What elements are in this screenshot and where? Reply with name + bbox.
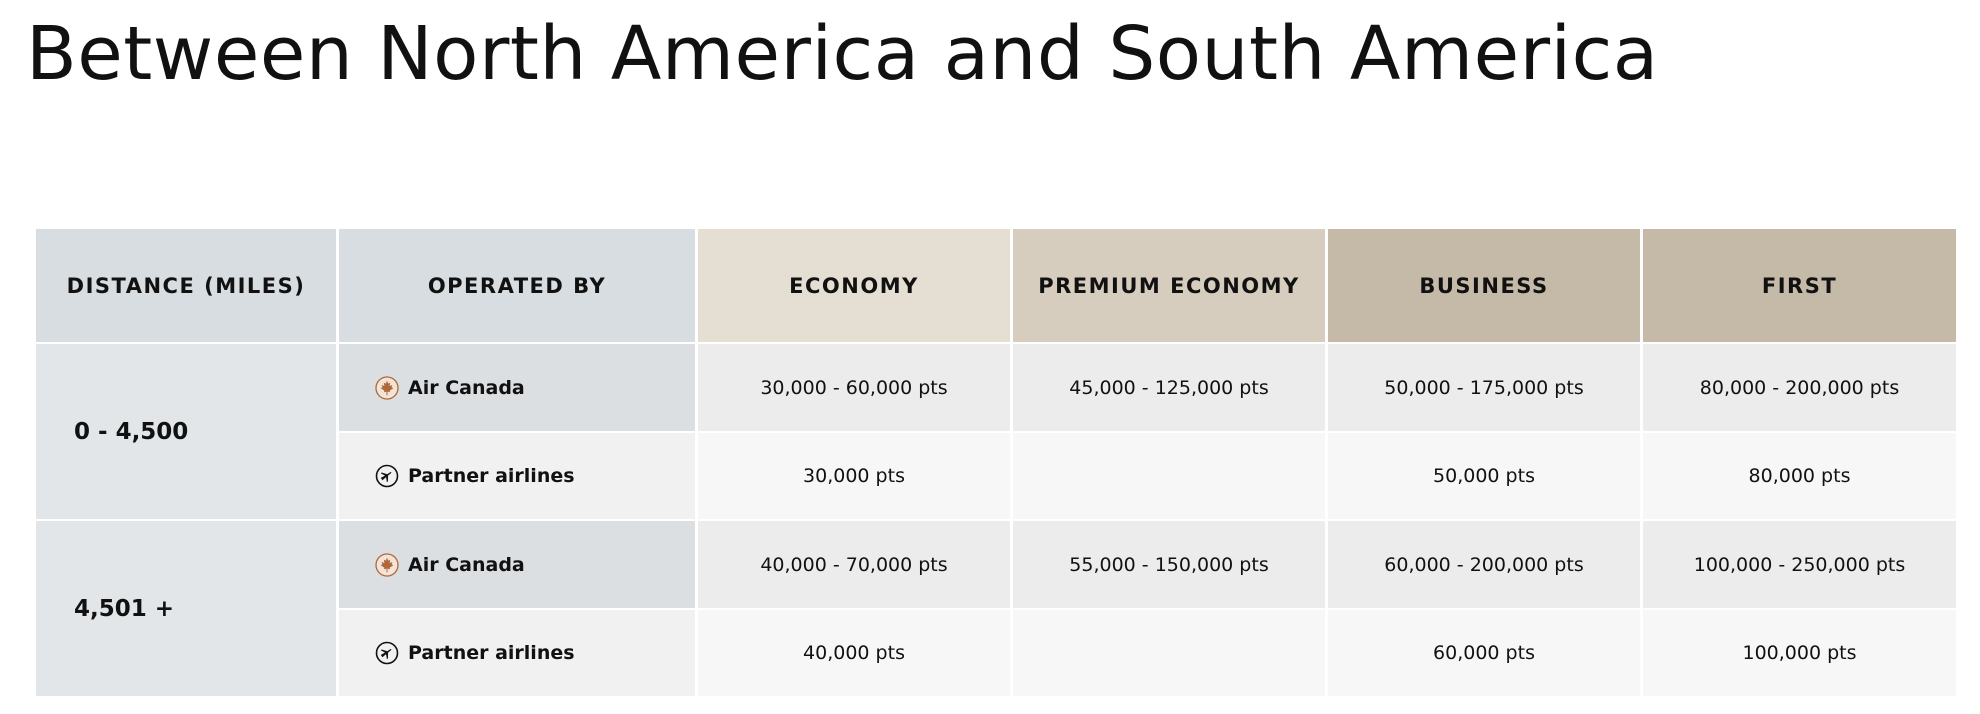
header-operated-by: OPERATED BY xyxy=(339,229,695,342)
business-points: 60,000 pts xyxy=(1328,610,1640,696)
first-points: 80,000 - 200,000 pts xyxy=(1643,344,1956,431)
first-points: 80,000 pts xyxy=(1643,433,1956,519)
economy-points: 30,000 pts xyxy=(698,433,1010,519)
premium-economy-points: 45,000 - 125,000 pts xyxy=(1013,344,1325,431)
premium-economy-points xyxy=(1013,433,1325,519)
operator-cell: Air Canada xyxy=(339,521,695,608)
distance-cell: 4,501 + xyxy=(36,521,336,696)
airplane-circle-icon xyxy=(375,641,399,665)
business-points: 50,000 pts xyxy=(1328,433,1640,519)
operator-label: Partner airlines xyxy=(408,465,575,487)
operator-cell: Partner airlines xyxy=(339,433,695,519)
economy-points: 40,000 - 70,000 pts xyxy=(698,521,1010,608)
header-business: BUSINESS xyxy=(1328,229,1640,342)
page-title: Between North America and South America xyxy=(26,11,1659,97)
air-canada-maple-leaf-icon xyxy=(375,552,399,577)
premium-economy-points xyxy=(1013,610,1325,696)
business-points: 60,000 - 200,000 pts xyxy=(1328,521,1640,608)
premium-economy-points: 55,000 - 150,000 pts xyxy=(1013,521,1325,608)
first-points: 100,000 - 250,000 pts xyxy=(1643,521,1956,608)
airplane-circle-icon xyxy=(375,464,399,488)
header-premium-economy: PREMIUM ECONOMY xyxy=(1013,229,1325,342)
economy-points: 30,000 - 60,000 pts xyxy=(698,344,1010,431)
operator-cell: Partner airlines xyxy=(339,610,695,696)
award-chart-table: DISTANCE (MILES) OPERATED BY ECONOMY PRE… xyxy=(36,229,1956,696)
header-first: FIRST xyxy=(1643,229,1956,342)
operator-label: Air Canada xyxy=(408,553,525,576)
operator-label: Air Canada xyxy=(408,376,525,399)
air-canada-maple-leaf-icon xyxy=(375,375,399,400)
operator-cell: Air Canada xyxy=(339,344,695,431)
business-points: 50,000 - 175,000 pts xyxy=(1328,344,1640,431)
economy-points: 40,000 pts xyxy=(698,610,1010,696)
distance-cell: 0 - 4,500 xyxy=(36,344,336,519)
first-points: 100,000 pts xyxy=(1643,610,1956,696)
header-distance: DISTANCE (MILES) xyxy=(36,229,336,342)
operator-label: Partner airlines xyxy=(408,642,575,664)
header-economy: ECONOMY xyxy=(698,229,1010,342)
